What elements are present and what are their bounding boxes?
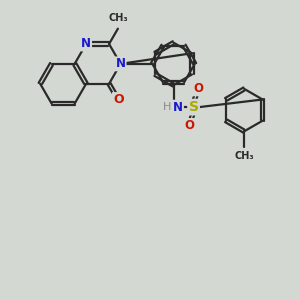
Text: H: H (163, 102, 171, 112)
Text: CH₃: CH₃ (234, 151, 254, 161)
Text: O: O (184, 119, 194, 132)
Text: N: N (173, 100, 183, 114)
Text: O: O (193, 82, 203, 95)
Text: N: N (81, 38, 91, 50)
Text: S: S (189, 100, 199, 114)
Text: N: N (116, 57, 126, 70)
Text: CH₃: CH₃ (108, 14, 128, 23)
Text: O: O (113, 93, 124, 106)
